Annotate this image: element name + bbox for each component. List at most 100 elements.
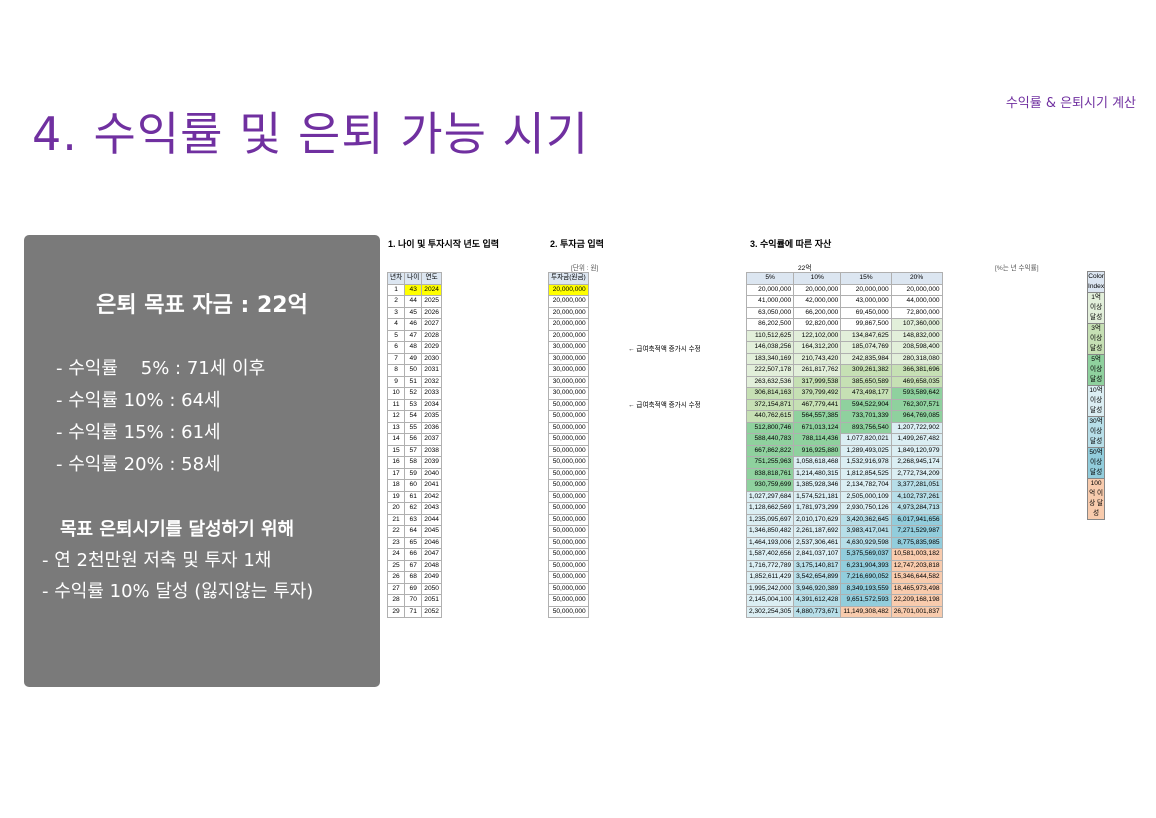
table-cell: 2051: [421, 594, 442, 607]
table-cell: 20,000,000: [890, 283, 943, 296]
table-cell: 1: [386, 283, 406, 296]
table-row: 26 68 2049: [386, 571, 442, 584]
table-cell: 52: [404, 387, 423, 400]
table-cell: 2033: [421, 387, 442, 400]
table-cell: 2044: [421, 513, 442, 526]
table-cell: 54: [404, 410, 423, 423]
table-cell: 317,999,538: [793, 375, 842, 388]
table-cell: 50,000,000: [548, 421, 589, 434]
table-cell: 2,145,004,100: [745, 594, 795, 607]
table-cell: 25: [386, 559, 406, 572]
table-row: 50,000,000: [548, 594, 589, 607]
table-cell: 47: [404, 329, 423, 342]
table-cell: 20,000,000: [548, 329, 589, 342]
table-cell: 146,038,256: [745, 341, 795, 354]
table-cell: 22: [386, 525, 406, 538]
table-cell: 8,349,193,559: [840, 582, 892, 595]
table-row: 838,818,761 1,214,480,315 1,812,854,525 2,7…: [745, 467, 943, 480]
table-row: 50,000,000: [548, 433, 589, 446]
table-row: 1,716,772,789 3,175,140,817 6,231,904,393 1…: [745, 559, 943, 572]
table-row: 30,000,000: [548, 387, 589, 400]
table-cell: 50,000,000: [548, 433, 589, 446]
table-cell: 22,209,168,198: [890, 594, 943, 607]
table-cell: 5: [386, 329, 406, 342]
table-cell: 222,507,178: [745, 364, 795, 377]
table-row: 2 44 2025: [386, 295, 442, 308]
table-cell: 27: [386, 582, 406, 595]
table-row: 263,632,536 317,999,538 385,650,589 469,658…: [745, 375, 943, 388]
table-cell: 30,000,000: [548, 364, 589, 377]
table-cell: 838,818,761: [745, 467, 795, 480]
table-row: 8 50 2031: [386, 364, 442, 377]
table-cell: 20,000,000: [793, 283, 842, 296]
table-cell: 53: [404, 398, 423, 411]
table-cell: 10,581,003,182: [890, 548, 943, 561]
table-row: 11 53 2034: [386, 398, 442, 411]
top-label: 수익률 & 은퇴시기 계산: [1005, 96, 1136, 111]
table-cell: 16: [386, 456, 406, 469]
table-row: 21 63 2044: [386, 513, 442, 526]
table-cell: 24: [386, 548, 406, 561]
table-row: 1,346,850,482 2,261,187,692 3,983,417,041 7…: [745, 525, 943, 538]
table-cell: 50,000,000: [548, 410, 589, 423]
table-row: 20,000,000: [548, 306, 589, 319]
table-row: 1,464,193,006 2,537,306,461 4,630,929,598 8…: [745, 536, 943, 549]
table-cell: 44: [404, 295, 423, 308]
table-cell: 733,701,339: [840, 410, 892, 423]
table-cell: 788,114,436: [793, 433, 842, 446]
table-cell: 2031: [421, 364, 442, 377]
table-cell: 10: [386, 387, 406, 400]
table-row: 50,000,000: [548, 456, 589, 469]
table-cell: 5,375,569,037: [840, 548, 892, 561]
col-header: 투자금(원금): [548, 272, 589, 285]
table-row: 63,050,000 66,200,000 69,450,000 72,800,000: [745, 306, 943, 319]
target-label: 22억: [798, 265, 812, 272]
table-cell: 68: [404, 571, 423, 584]
table-cell: 2048: [421, 559, 442, 572]
table-cell: 208,598,400: [890, 341, 943, 354]
table-row: 30,000,000: [548, 375, 589, 388]
table-cell: 2027: [421, 318, 442, 331]
table-row: 222,507,178 261,817,762 309,261,382 366,381…: [745, 364, 943, 377]
color-index: Color Index 1억 이상 달성 3억 이상 달성 5억 이상 달성 10억 …: [1086, 271, 1106, 520]
table-row: 50,000,000: [548, 398, 589, 411]
table-cell: 50,000,000: [548, 490, 589, 503]
table-cell: 7,216,690,052: [840, 571, 892, 584]
table-cell: 1,128,662,569: [745, 502, 795, 515]
table-cell: 148,832,000: [890, 329, 943, 342]
section-1-title: 1. 나이 및 투자시작 년도 입력: [388, 239, 500, 249]
table-cell: 2,261,187,692: [793, 525, 842, 538]
table-cell: 50,000,000: [548, 467, 589, 480]
table-cell: 2,010,170,629: [793, 513, 842, 526]
table-row: 110,512,625 122,102,000 134,847,625 148,832…: [745, 329, 943, 342]
table-row: 30,000,000: [548, 352, 589, 365]
table-row: 50,000,000: [548, 502, 589, 515]
table-cell: 1,207,722,902: [890, 421, 943, 434]
table-row: 16 58 2039: [386, 456, 442, 469]
table-cell: 1,995,242,000: [745, 582, 795, 595]
table-cell: 61: [404, 490, 423, 503]
table-cell: 66: [404, 548, 423, 561]
table-cell: 2037: [421, 433, 442, 446]
table-cell: 2: [386, 295, 406, 308]
table-cell: 3,983,417,041: [840, 525, 892, 538]
table-cell: 164,312,200: [793, 341, 842, 354]
table-cell: 18: [386, 479, 406, 492]
table-row: 1 43 2024: [386, 283, 442, 296]
table-cell: 2,302,254,305: [745, 605, 795, 618]
rate-item: - 수익률 15% : 61세: [56, 422, 221, 443]
table-row: 20,000,000: [548, 329, 589, 342]
table-row: 4 46 2027: [386, 318, 442, 331]
table-cell: 2,841,037,107: [793, 548, 842, 561]
table-cell: 49: [404, 352, 423, 365]
table-cell: 2,537,306,461: [793, 536, 842, 549]
table-cell: 263,632,536: [745, 375, 795, 388]
table-cell: 134,847,625: [840, 329, 892, 342]
table-row: 146,038,256 164,312,200 185,074,769 208,598…: [745, 341, 943, 354]
table-cell: 2,268,945,174: [890, 456, 943, 469]
table-cell: 440,762,615: [745, 410, 795, 423]
table-cell: 50,000,000: [548, 398, 589, 411]
table-cell: 2043: [421, 502, 442, 515]
rate-unit-label: [%는 년 수익률]: [995, 265, 1039, 272]
table-cell: 762,307,571: [890, 398, 943, 411]
